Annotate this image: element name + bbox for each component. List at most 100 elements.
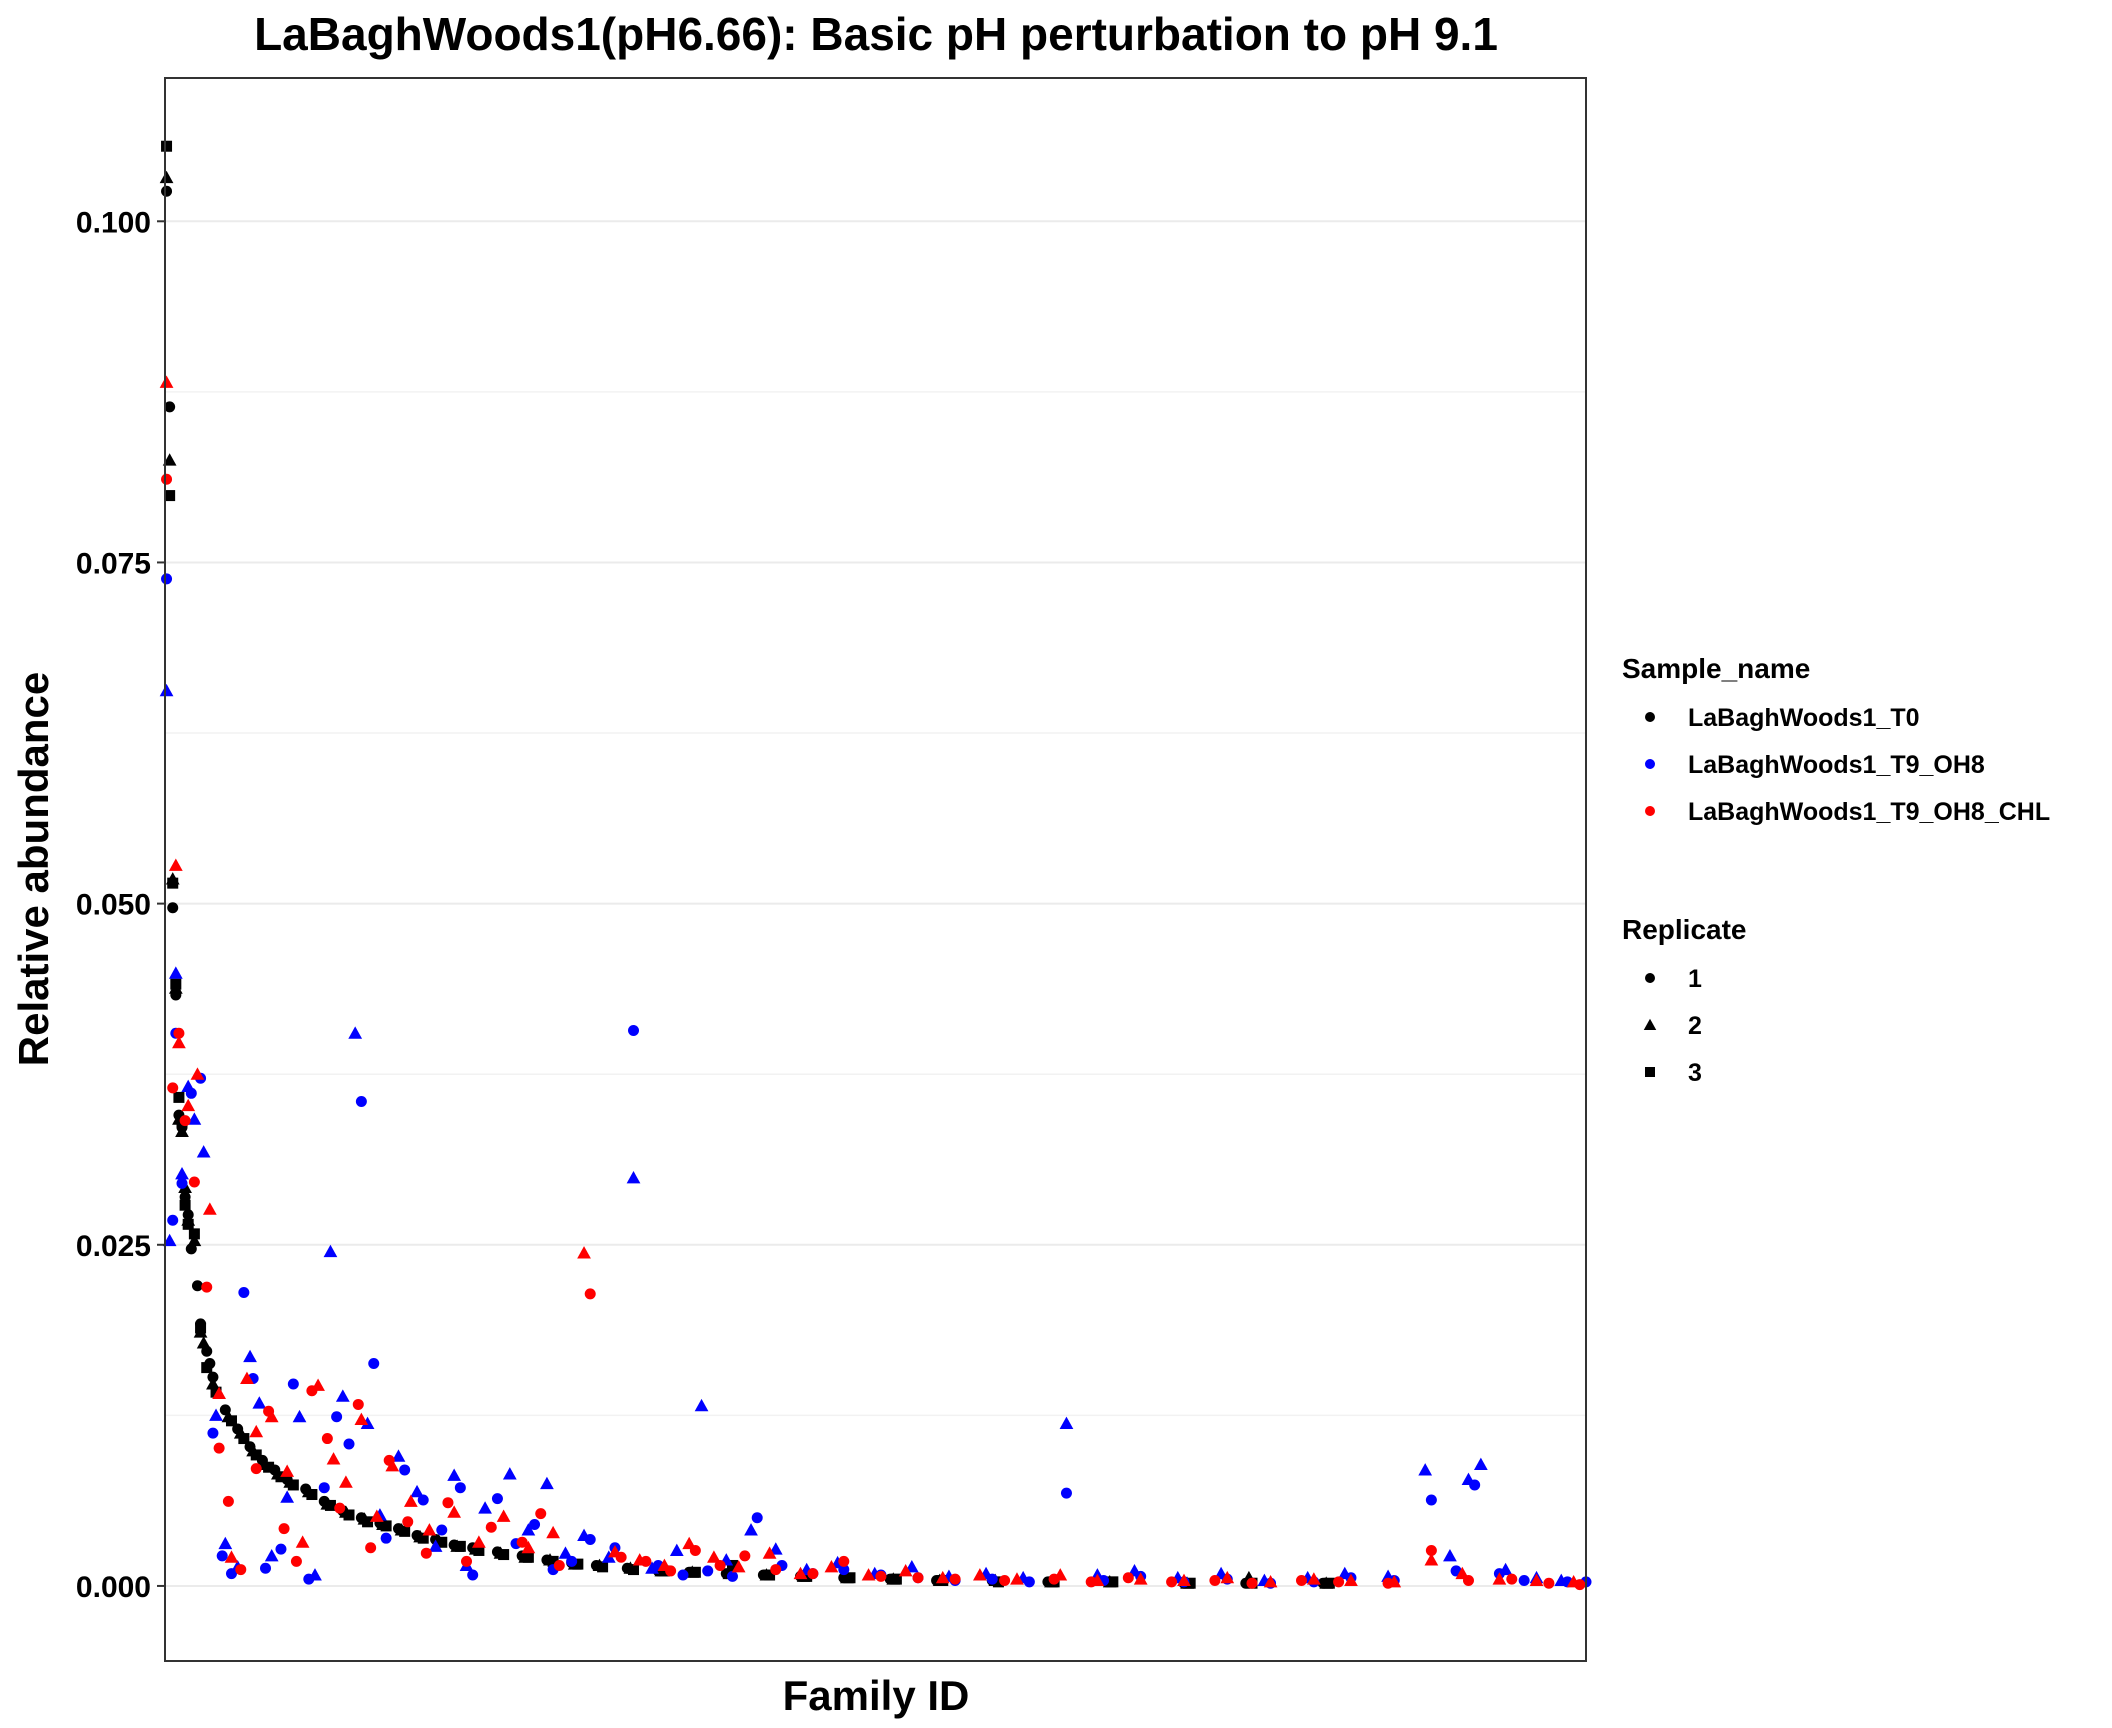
data-point	[632, 1553, 647, 1566]
data-point	[447, 1505, 462, 1518]
data-point	[1344, 1573, 1358, 1586]
y-tick-label: 0.000	[76, 1571, 151, 1604]
data-point	[201, 1281, 213, 1293]
legend-key	[1645, 712, 1655, 722]
data-point	[385, 1458, 400, 1472]
data-point	[308, 1568, 322, 1581]
data-point	[1010, 1572, 1024, 1585]
data-points	[159, 140, 1592, 1591]
data-point	[498, 1549, 510, 1561]
y-axis: 0.000 0.025 0.050 0.075 0.100	[76, 206, 165, 1604]
data-point	[702, 1565, 714, 1577]
legend-label: 2	[1688, 1012, 1702, 1040]
data-point	[949, 1573, 961, 1585]
data-point	[202, 1202, 217, 1215]
data-point	[331, 1411, 343, 1423]
data-point	[1387, 1574, 1402, 1588]
data-point	[1506, 1573, 1518, 1585]
data-point	[354, 1412, 369, 1425]
data-point	[546, 1525, 560, 1539]
data-point	[535, 1508, 547, 1520]
data-point	[191, 1280, 203, 1292]
data-point	[890, 1573, 902, 1585]
data-point	[689, 1566, 701, 1578]
data-point	[287, 1479, 299, 1491]
data-point	[707, 1550, 721, 1563]
data-point	[170, 978, 182, 990]
data-point	[436, 1536, 448, 1548]
data-point	[280, 1464, 295, 1477]
legend-key	[1645, 973, 1655, 983]
data-point	[212, 1386, 226, 1400]
data-point	[159, 375, 174, 388]
data-point	[751, 1512, 763, 1524]
data-point	[311, 1378, 325, 1391]
data-point	[249, 1424, 264, 1438]
data-point	[682, 1536, 697, 1550]
data-point	[175, 1166, 189, 1180]
data-point	[694, 1398, 709, 1412]
data-point	[731, 1559, 746, 1573]
data-point	[355, 1095, 367, 1107]
data-point	[176, 1177, 188, 1189]
data-point	[577, 1246, 591, 1259]
data-point	[824, 1559, 839, 1573]
data-point	[1424, 1553, 1439, 1566]
data-point	[243, 1349, 257, 1363]
data-point	[1333, 1576, 1345, 1588]
data-point	[196, 1145, 211, 1158]
data-point	[645, 1561, 659, 1574]
data-point	[161, 473, 173, 485]
data-point	[182, 1218, 194, 1230]
data-point	[306, 1489, 318, 1501]
data-point	[403, 1494, 418, 1507]
data-point	[502, 1467, 517, 1480]
data-point	[280, 1490, 295, 1503]
data-point	[167, 902, 179, 914]
data-point	[190, 1067, 205, 1080]
data-point	[321, 1433, 333, 1445]
data-point	[201, 1362, 213, 1374]
data-point	[250, 1449, 262, 1461]
data-point	[362, 1516, 374, 1528]
legend-label: 3	[1688, 1059, 1702, 1087]
data-point	[339, 1475, 353, 1488]
data-point	[1529, 1573, 1544, 1586]
data-point	[793, 1566, 808, 1580]
data-point	[1263, 1574, 1278, 1588]
data-point	[263, 1461, 275, 1473]
data-point	[225, 1415, 237, 1427]
y-axis-title: Relative abundance	[10, 672, 57, 1066]
data-point	[368, 1358, 380, 1370]
data-point	[159, 170, 174, 184]
data-point	[844, 1572, 856, 1584]
data-point	[326, 1452, 341, 1465]
data-point	[369, 1509, 384, 1522]
data-point	[216, 1550, 228, 1562]
legend-key	[1643, 1018, 1657, 1030]
data-point	[1518, 1574, 1530, 1586]
data-point	[292, 1409, 307, 1423]
data-point	[1425, 1544, 1437, 1556]
data-point	[1184, 1577, 1196, 1589]
data-point	[380, 1520, 392, 1532]
data-point	[391, 1449, 406, 1462]
data-point	[472, 1535, 486, 1548]
data-point	[335, 1389, 350, 1402]
legend-label: LaBaghWoods1_T9_OH8_CHL	[1688, 798, 2050, 826]
data-point	[168, 966, 183, 979]
data-point	[422, 1523, 437, 1536]
data-point	[1543, 1577, 1555, 1589]
data-point	[173, 1091, 185, 1103]
data-point	[1295, 1574, 1307, 1586]
data-point	[290, 1555, 302, 1567]
gridlines	[165, 220, 1586, 1587]
data-point	[168, 858, 183, 871]
y-tick-label: 0.075	[76, 547, 151, 580]
data-point	[496, 1509, 511, 1522]
data-point	[161, 185, 173, 197]
data-point	[222, 1495, 234, 1507]
data-point	[188, 1176, 200, 1188]
data-point	[801, 1570, 813, 1582]
